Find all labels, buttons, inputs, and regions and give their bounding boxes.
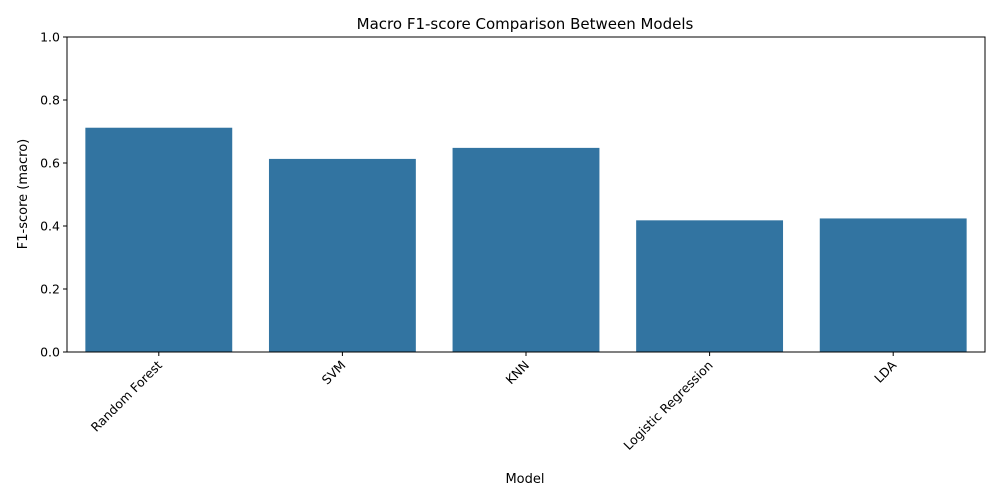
y-tick-label: 0.8 [40, 93, 60, 108]
y-tick-label: 0.0 [40, 345, 60, 360]
x-tick-label: Logistic Regression [620, 358, 715, 453]
y-axis-label: F1-score (macro) [16, 139, 31, 249]
y-tick-label: 0.6 [40, 156, 60, 171]
x-tick-label: SVM [319, 358, 349, 388]
y-tick-label: 0.4 [40, 219, 60, 234]
bars-layer [85, 127, 967, 352]
x-tick-label: LDA [871, 357, 900, 386]
x-axis-label: Model [505, 472, 544, 487]
bar [85, 127, 233, 352]
bar [636, 220, 784, 352]
chart-title: Macro F1-score Comparison Between Models [357, 15, 694, 33]
y-tick-label: 1.0 [40, 30, 60, 45]
bar [452, 147, 600, 352]
y-tick-label: 0.2 [40, 282, 60, 297]
x-tick-label: KNN [502, 358, 532, 388]
bar [268, 158, 416, 352]
x-tick-label: Random Forest [88, 357, 165, 434]
bar [819, 218, 967, 352]
